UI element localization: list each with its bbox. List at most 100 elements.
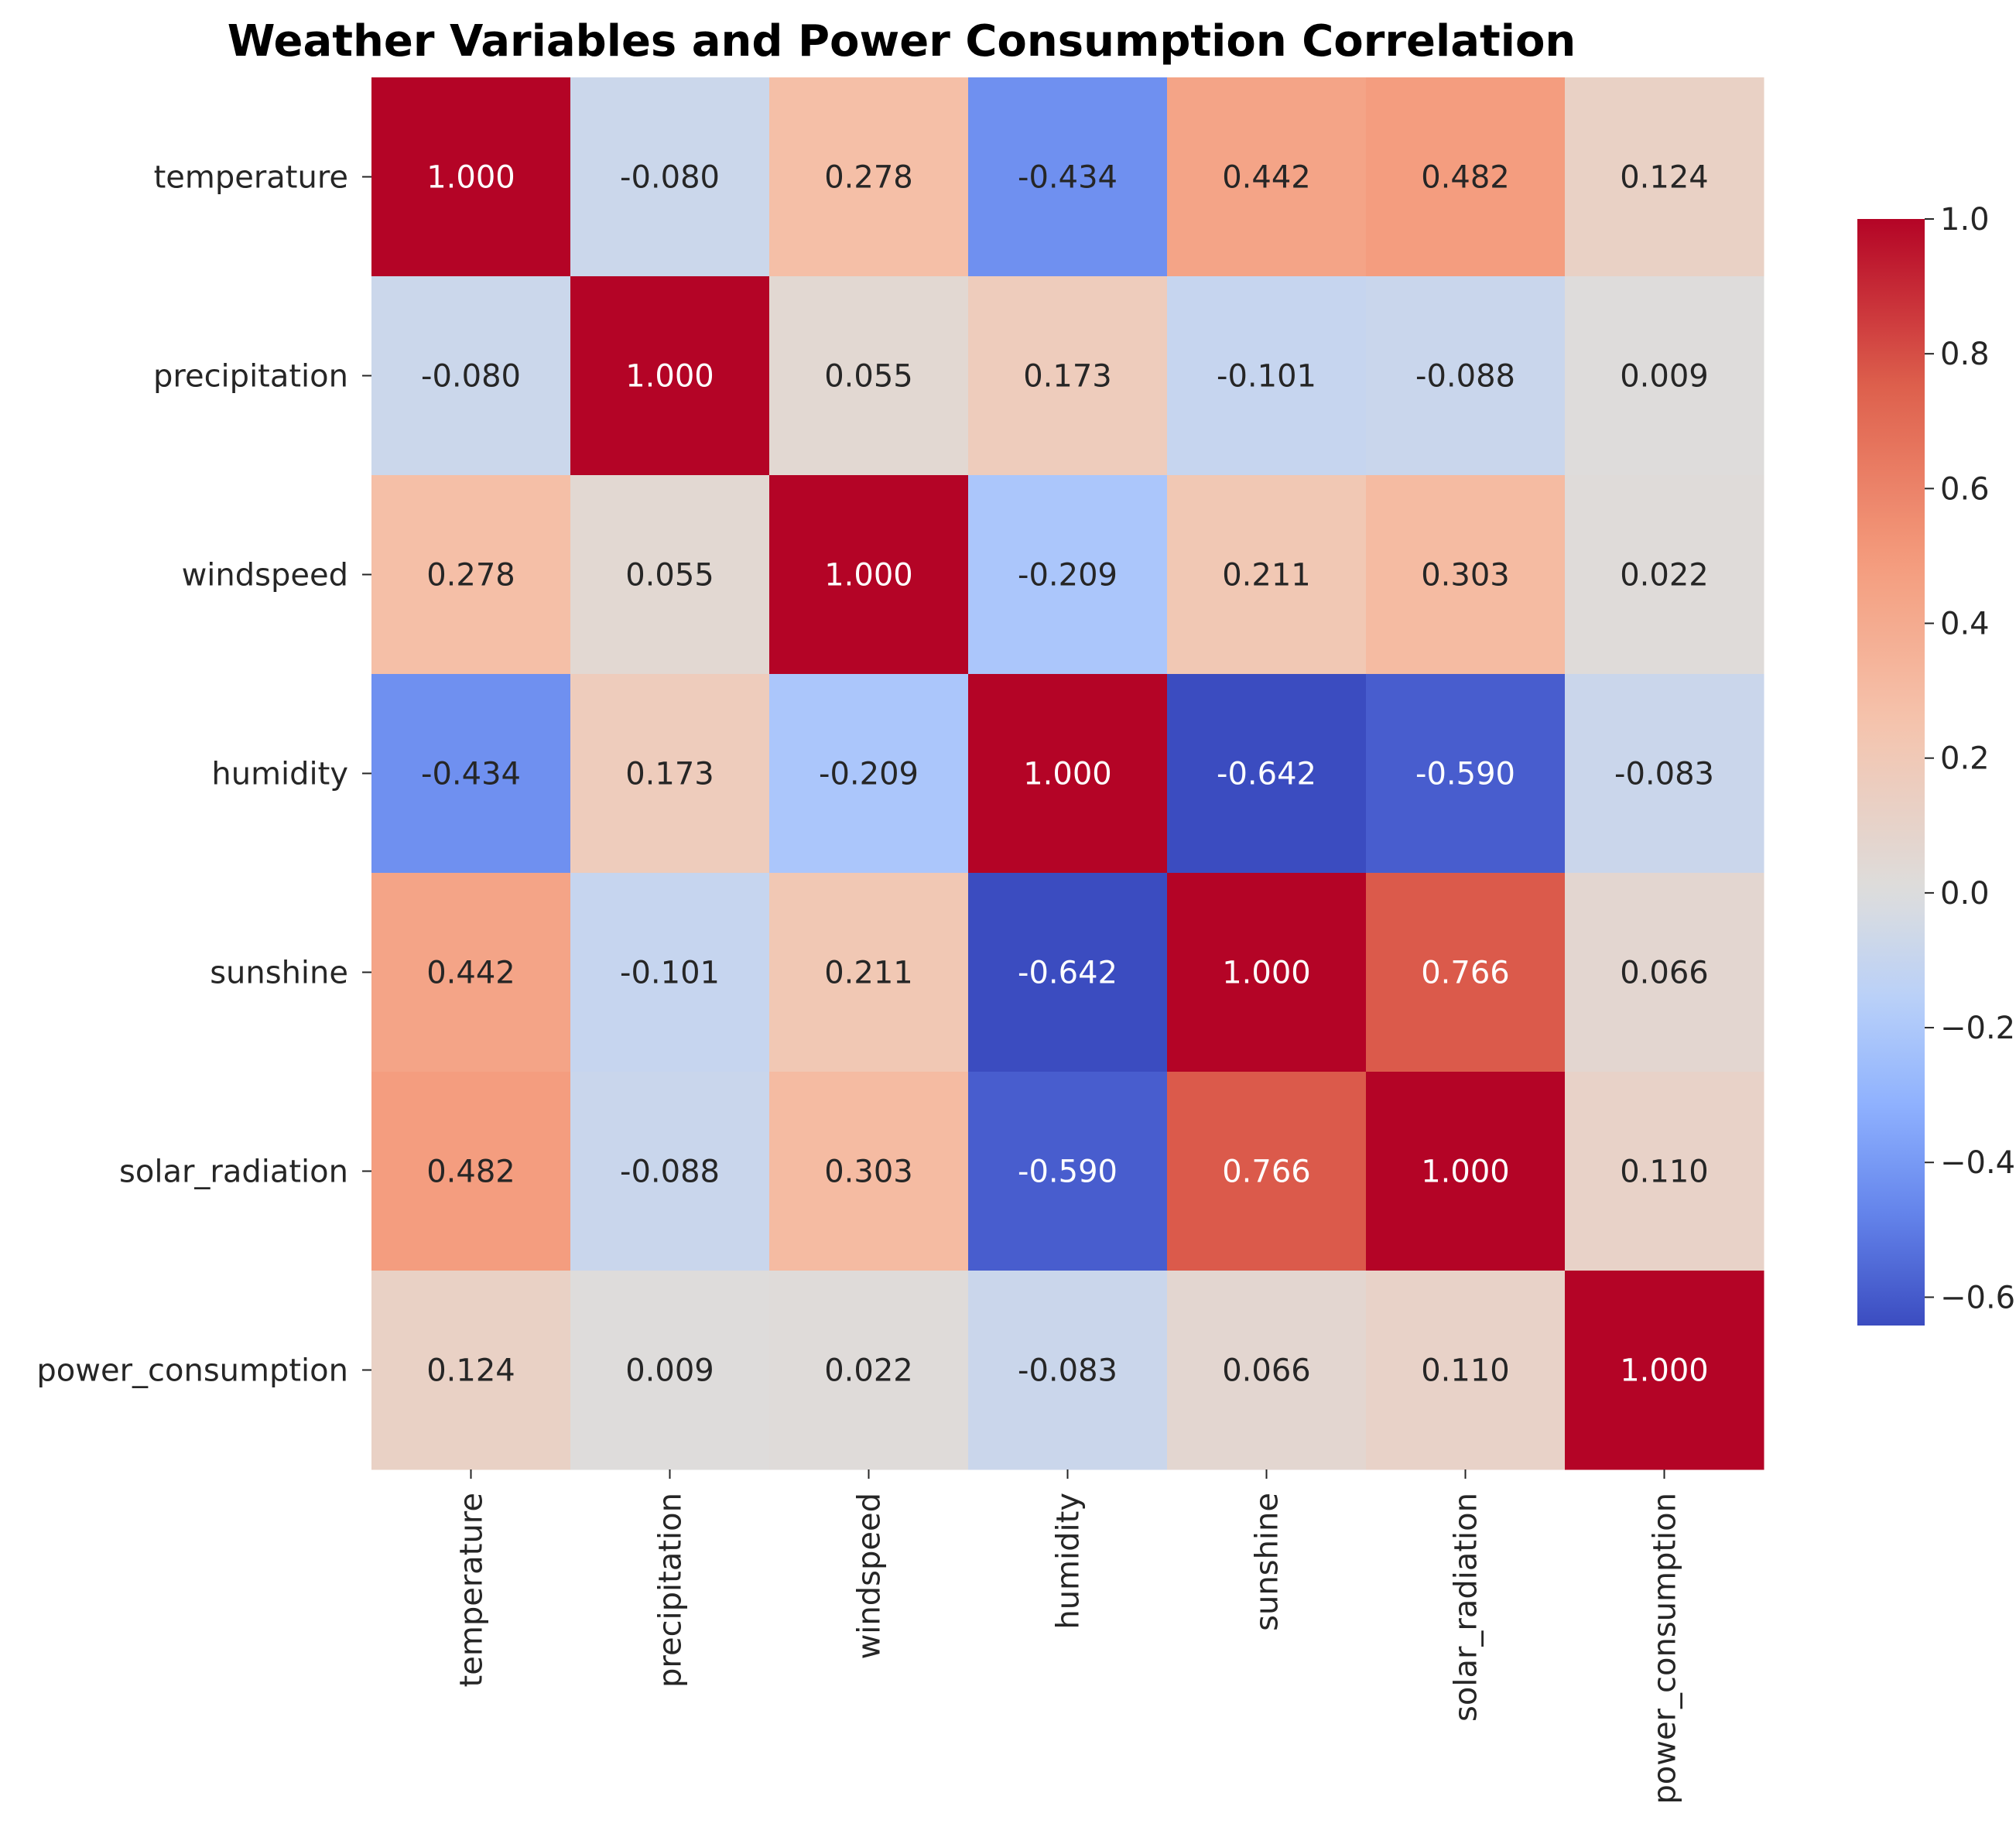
heatmap-cell-sunshine-sunshine [1167, 873, 1367, 1072]
heatmap-cell-humidity-solar_radiation [1366, 674, 1566, 874]
heatmap-cell-humidity-power_consumption [1565, 674, 1764, 874]
colorbar-tick-label: 0.0 [1940, 876, 1990, 912]
x-tick-label-precipitation: precipitation [653, 1493, 689, 1688]
colorbar-tick-label: 0.8 [1940, 337, 1990, 372]
cell-value-label: 0.766 [1222, 1155, 1311, 1190]
heatmap-cell-sunshine-temperature [371, 873, 571, 1072]
cell-value-label: 1.000 [1421, 1155, 1510, 1190]
cell-value-label: 0.442 [1222, 160, 1311, 196]
cell-value-label: 0.124 [426, 1353, 515, 1389]
heatmap-cell-humidity-temperature [371, 674, 571, 874]
cell-value-label: 1.000 [625, 359, 714, 395]
cell-value-label: 1.000 [1222, 956, 1311, 991]
cell-value-label: 0.124 [1620, 160, 1709, 196]
cell-value-label: 0.066 [1222, 1353, 1311, 1389]
heatmap-cell-power_consumption-precipitation [570, 1271, 770, 1470]
cell-value-label: -0.590 [1415, 757, 1515, 792]
cell-value-label: 0.303 [1421, 558, 1510, 594]
heatmap-cell-precipitation-humidity [968, 276, 1168, 476]
cell-value-label: 1.000 [1620, 1353, 1709, 1389]
colorbar-tick-label: −0.6 [1940, 1280, 2015, 1315]
y-tick-label-power_consumption: power_consumption [36, 1353, 348, 1389]
heatmap-cell-windspeed-power_consumption [1565, 475, 1764, 675]
cell-value-label: 0.009 [625, 1353, 714, 1389]
cell-value-label: -0.101 [620, 956, 720, 991]
heatmap-cell-sunshine-humidity [968, 873, 1168, 1072]
heatmap-cell-sunshine-power_consumption [1565, 873, 1764, 1072]
heatmap-cell-temperature-sunshine [1167, 77, 1367, 277]
colorbar-tick-label: 1.0 [1940, 202, 1990, 238]
heatmap-cell-solar_radiation-precipitation [570, 1072, 770, 1271]
heatmap-cell-solar_radiation-power_consumption [1565, 1072, 1764, 1271]
cell-value-label: 0.278 [426, 558, 515, 594]
heatmap-cell-power_consumption-humidity [968, 1271, 1168, 1470]
cell-value-label: -0.088 [1415, 359, 1515, 395]
colorbar: 1.0 0.8 0.6 0.4 0.2 0.0 −0.2 −0.4 −0.6 [1857, 202, 2015, 1326]
cell-value-label: 0.022 [824, 1353, 913, 1389]
cell-value-label: 0.173 [1023, 359, 1112, 395]
heatmap-cell-solar_radiation-windspeed [769, 1072, 969, 1271]
cell-value-label: -0.434 [1018, 160, 1118, 196]
cell-value-label: 0.211 [1222, 558, 1311, 594]
x-axis-ticks: temperature precipitation windspeed humidit… [454, 1469, 1683, 1805]
cell-value-label: 0.211 [824, 956, 913, 991]
heatmap-cell-humidity-sunshine [1167, 674, 1367, 874]
heatmap-cell-windspeed-temperature [371, 475, 571, 675]
cell-value-label: -0.088 [620, 1155, 720, 1190]
x-tick-label-humidity: humidity [1051, 1493, 1087, 1630]
colorbar-tick-label: −0.4 [1940, 1145, 2015, 1181]
colorbar-tick-label: −0.2 [1940, 1011, 2015, 1046]
cell-value-label: 0.173 [625, 757, 714, 792]
heatmap-cell-power_consumption-solar_radiation [1366, 1271, 1566, 1470]
heatmap-cell-temperature-humidity [968, 77, 1168, 277]
cell-value-label: 0.055 [824, 359, 913, 395]
heatmap-cell-power_consumption-temperature [371, 1271, 571, 1470]
cell-value-label: -0.083 [1614, 757, 1714, 792]
cell-value-label: 0.442 [426, 956, 515, 991]
heatmap-cell-precipitation-power_consumption [1565, 276, 1764, 476]
heatmap-cells [371, 77, 1764, 1470]
y-tick-label-sunshine: sunshine [210, 956, 348, 991]
heatmap-cell-power_consumption-windspeed [769, 1271, 969, 1470]
heatmap-cell-windspeed-solar_radiation [1366, 475, 1566, 675]
cell-value-label: 1.000 [824, 558, 913, 594]
heatmap-cell-temperature-temperature [371, 77, 571, 277]
y-tick-label-windspeed: windspeed [182, 558, 348, 594]
cell-value-label: 1.000 [1023, 757, 1112, 792]
heatmap-cell-sunshine-solar_radiation [1366, 873, 1566, 1072]
y-axis-ticks: temperature precipitation windspeed humidit… [36, 160, 371, 1389]
heatmap-cell-humidity-humidity [968, 674, 1168, 874]
cell-value-label: 0.009 [1620, 359, 1709, 395]
cell-value-label: 0.482 [426, 1155, 515, 1190]
heatmap-cell-temperature-solar_radiation [1366, 77, 1566, 277]
heatmap-cell-humidity-precipitation [570, 674, 770, 874]
cell-value-label: -0.083 [1018, 1353, 1118, 1389]
heatmap-cell-precipitation-windspeed [769, 276, 969, 476]
heatmap-cell-solar_radiation-temperature [371, 1072, 571, 1271]
x-tick-label-power_consumption: power_consumption [1648, 1493, 1683, 1805]
cell-value-label: 0.110 [1620, 1155, 1709, 1190]
colorbar-tick-label: 0.6 [1940, 471, 1990, 507]
heatmap-cell-precipitation-solar_radiation [1366, 276, 1566, 476]
cell-value-label: 0.482 [1421, 160, 1510, 196]
heatmap-cell-windspeed-humidity [968, 475, 1168, 675]
y-tick-label-temperature: temperature [154, 160, 348, 196]
heatmap-cell-windspeed-windspeed [769, 475, 969, 675]
heatmap-cell-power_consumption-power_consumption [1565, 1271, 1764, 1470]
heatmap-cell-solar_radiation-solar_radiation [1366, 1072, 1566, 1271]
cell-value-label: 0.110 [1421, 1353, 1510, 1389]
colorbar-tick-label: 0.2 [1940, 741, 1990, 777]
heatmap-cell-precipitation-precipitation [570, 276, 770, 476]
cell-value-label: -0.209 [1018, 558, 1118, 594]
heatmap-cell-precipitation-sunshine [1167, 276, 1367, 476]
heatmap-cell-labels: 1.000 -0.080 0.278 -0.434 0.442 0.482 0.124 -0.… [421, 160, 1714, 1389]
heatmap-cell-precipitation-temperature [371, 276, 571, 476]
heatmap-cell-windspeed-precipitation [570, 475, 770, 675]
cell-value-label: 0.766 [1421, 956, 1510, 991]
x-tick-label-windspeed: windspeed [852, 1493, 888, 1659]
cell-value-label: 0.055 [625, 558, 714, 594]
y-tick-label-solar_radiation: solar_radiation [119, 1155, 348, 1190]
colorbar-tick-label: 0.4 [1940, 607, 1990, 642]
